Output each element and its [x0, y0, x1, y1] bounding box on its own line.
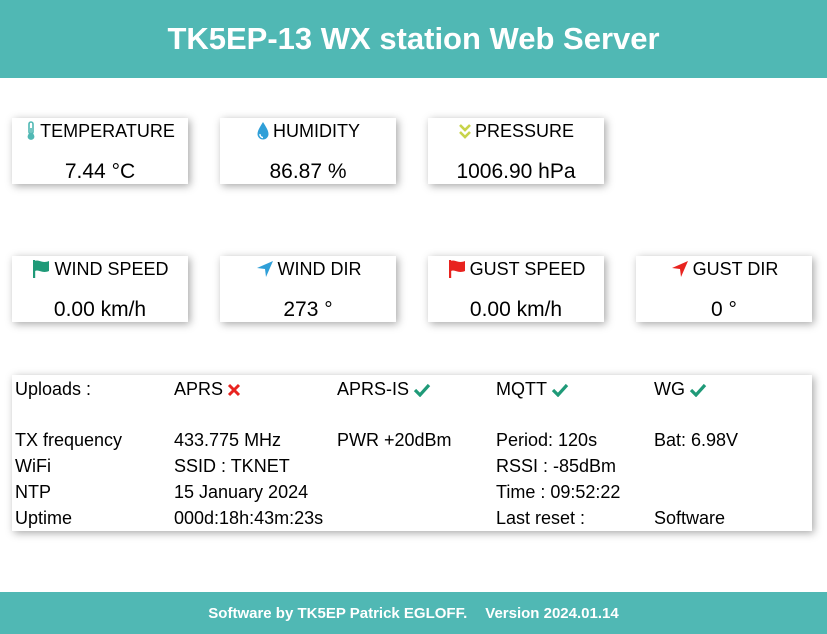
check-icon — [413, 383, 431, 398]
gust-dir-value: 0 ° — [711, 298, 737, 321]
footer: Software by TK5EP Patrick EGLOFF. Versio… — [0, 592, 827, 634]
humidity-card: HUMIDITY 86.87 % — [220, 118, 396, 184]
humidity-value: 86.87 % — [269, 160, 347, 183]
pressure-label: PRESSURE — [474, 120, 575, 141]
thermometer-icon — [27, 121, 35, 140]
ntp-label: NTP — [15, 482, 51, 502]
upload-mqtt-name: MQTT — [496, 379, 547, 399]
wind-dir-label: WIND DIR — [277, 258, 362, 279]
gust-dir-label: GUST DIR — [692, 258, 779, 279]
wifi-ssid: SSID : TKNET — [174, 456, 290, 476]
wind-dir-card: WIND DIR 273 ° — [220, 256, 396, 322]
pressure-value: 1006.90 hPa — [456, 160, 576, 183]
wind-speed-label: WIND SPEED — [54, 258, 169, 279]
gust-speed-label: GUST SPEED — [469, 258, 586, 279]
location-arrow-icon — [256, 261, 273, 277]
status-panel: Uploads : APRS APRS-IS MQTT WG TX freque… — [12, 375, 812, 531]
upload-mqtt: MQTT — [496, 378, 569, 400]
upload-aprs-name: APRS — [174, 379, 224, 399]
uptime-label: Uptime — [15, 508, 73, 528]
wind-speed-card: WIND SPEED 0.00 km/h — [12, 256, 188, 322]
check-icon — [689, 383, 707, 398]
temperature-card: TEMPERATURE 7.44 °C — [12, 118, 188, 184]
gust-speed-value: 0.00 km/h — [469, 298, 563, 321]
ntp-time: Time : 09:52:22 — [496, 482, 621, 502]
wind-speed-value: 0.00 km/h — [53, 298, 147, 321]
pressure-card: PRESSURE 1006.90 hPa — [428, 118, 604, 184]
uploads-label: Uploads : — [15, 379, 92, 399]
tx-frequency: 433.775 MHz — [174, 430, 282, 450]
last-reset-label: Last reset : — [496, 508, 586, 528]
battery-voltage: Bat: 6.98V — [654, 430, 739, 450]
temperature-value: 7.44 °C — [64, 160, 136, 183]
ntp-date: 15 January 2024 — [174, 482, 309, 502]
water-drop-icon — [257, 122, 269, 140]
humidity-label: HUMIDITY — [273, 120, 360, 141]
footer-author: Software by TK5EP Patrick EGLOFF. — [208, 604, 468, 622]
temperature-label: TEMPERATURE — [40, 120, 175, 141]
tx-power: PWR +20dBm — [337, 430, 452, 450]
upload-aprs-is-name: APRS-IS — [337, 379, 410, 399]
tx-period: Period: 120s — [496, 430, 598, 450]
upload-aprs: APRS — [174, 378, 241, 400]
gust-dir-card: GUST DIR 0 ° — [636, 256, 812, 322]
check-icon — [551, 383, 569, 398]
flag-icon — [448, 260, 465, 278]
location-arrow-icon — [671, 261, 688, 277]
upload-wg: WG — [654, 378, 707, 400]
wifi-label: WiFi — [15, 456, 51, 476]
footer-version: Version 2024.01.14 — [485, 604, 619, 622]
cross-icon — [227, 383, 241, 397]
upload-wg-name: WG — [654, 379, 685, 399]
upload-aprs-is: APRS-IS — [337, 378, 431, 400]
uptime-value: 000d:18h:43m:23s — [174, 508, 324, 528]
gust-speed-card: GUST SPEED 0.00 km/h — [428, 256, 604, 322]
double-chevron-down-icon — [459, 124, 471, 139]
wind-dir-value: 273 ° — [283, 298, 333, 321]
page-title: TK5EP-13 WX station Web Server — [167, 21, 660, 56]
header: TK5EP-13 WX station Web Server — [0, 0, 827, 78]
tx-label: TX frequency — [15, 430, 123, 450]
flag-icon — [33, 260, 50, 278]
last-reset-value: Software — [654, 508, 726, 528]
wifi-rssi: RSSI : -85dBm — [496, 456, 617, 476]
